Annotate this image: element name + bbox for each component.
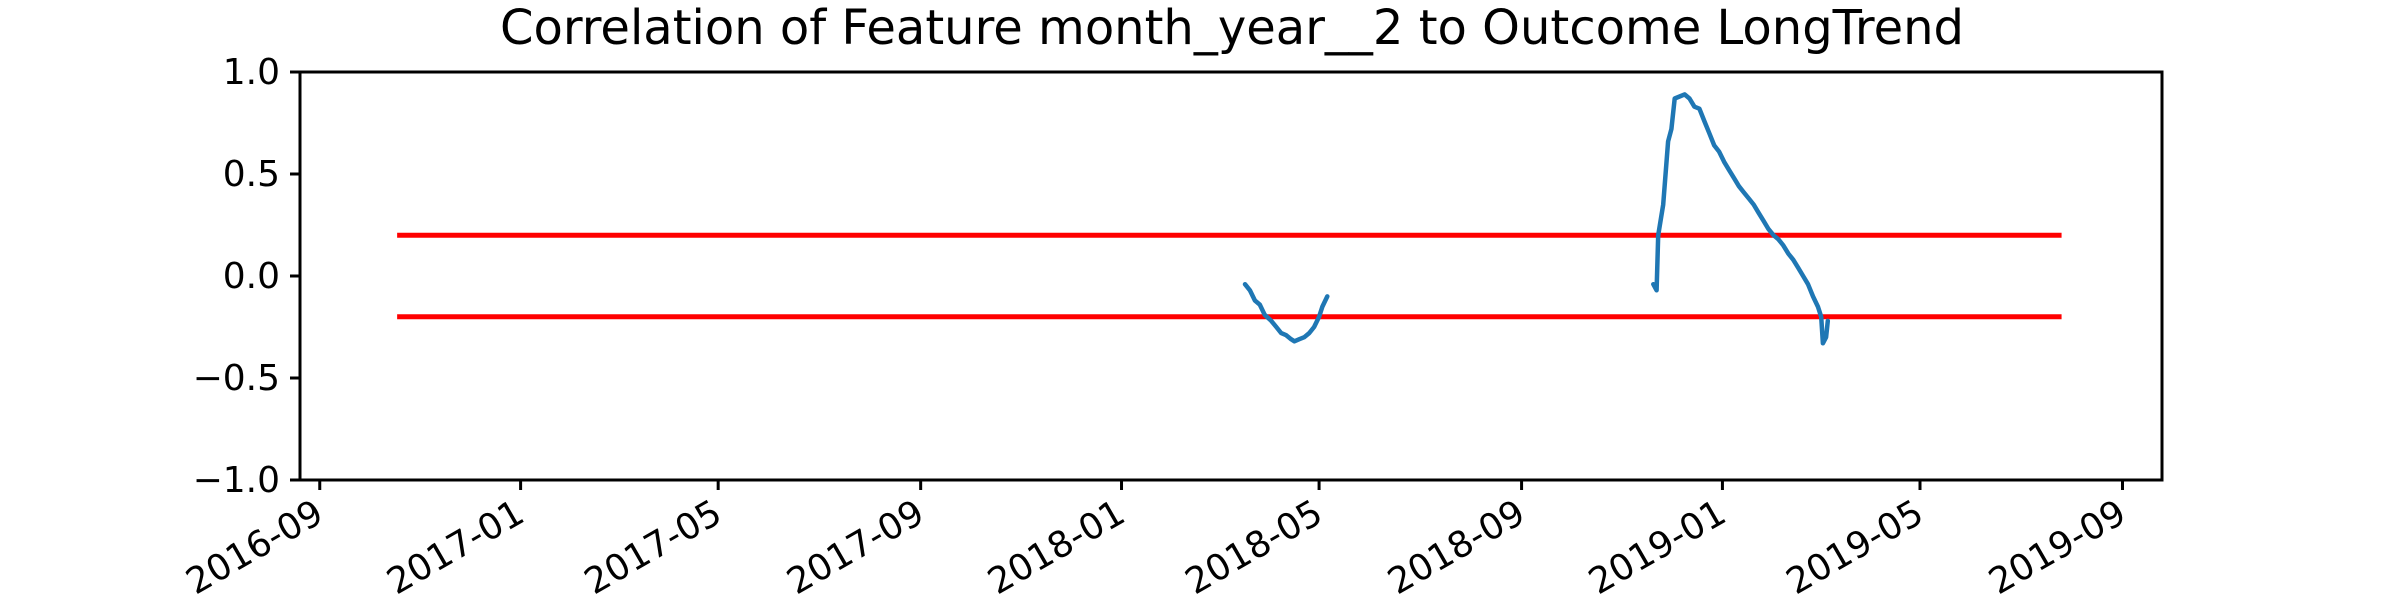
y-tick-label: −0.5 [193, 358, 280, 399]
x-tick-label: 2019-01 [1582, 492, 1733, 600]
chart-title: Correlation of Feature month_year__2 to … [500, 0, 1964, 56]
series-line [1242, 281, 1330, 344]
x-tick-label: 2017-09 [780, 492, 931, 600]
series-lines [1242, 92, 1831, 346]
y-tick-label: 0.0 [223, 256, 280, 297]
x-tick-label: 2016-09 [179, 492, 330, 600]
x-tick-label: 2017-05 [578, 492, 729, 600]
x-axis: 2016-09 2017-01 2017-05 2017-09 2018-01 2018-… [179, 480, 2133, 600]
x-tick-label: 2019-09 [1982, 492, 2133, 600]
x-tick-label: 2018-05 [1179, 492, 1330, 600]
y-axis: 1.0 0.5 0.0 −0.5 −1.0 [193, 52, 300, 501]
x-tick-label: 2018-01 [981, 492, 1132, 600]
x-tick-label: 2019-05 [1780, 492, 1931, 600]
y-tick-label: 1.0 [223, 52, 280, 93]
y-tick-label: −1.0 [193, 460, 280, 501]
threshold-lines [397, 232, 2062, 320]
x-tick-label: 2018-09 [1381, 492, 1532, 600]
plot-frame [298, 70, 2164, 482]
x-tick-label: 2017-01 [380, 492, 531, 600]
series-line [1651, 92, 1831, 346]
y-tick-label: 0.5 [223, 154, 280, 195]
